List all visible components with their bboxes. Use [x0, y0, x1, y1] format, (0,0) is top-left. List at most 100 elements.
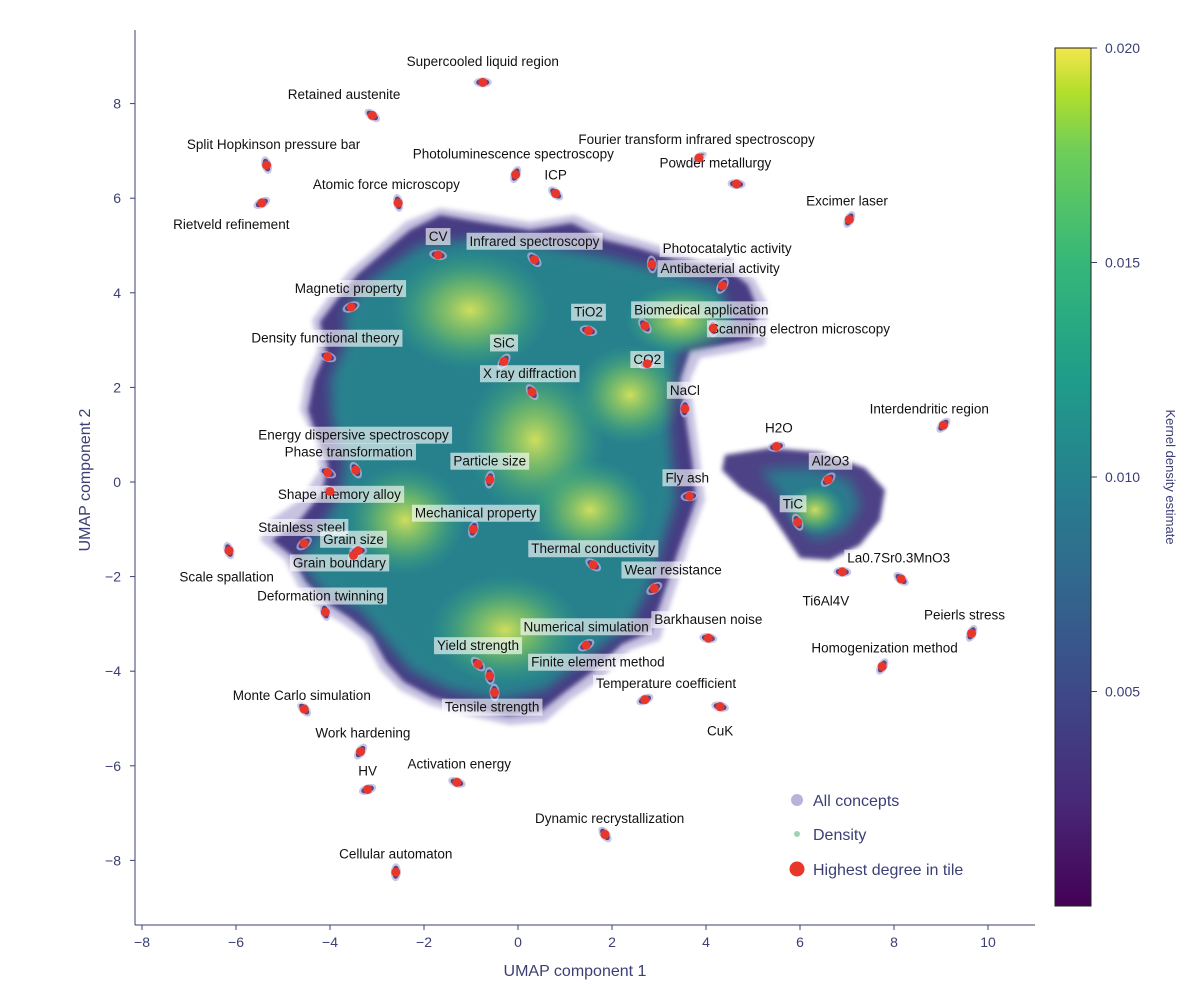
point-label: Peierls stress — [924, 607, 1005, 622]
point-label: Finite element method — [531, 655, 665, 670]
highest-degree-point — [732, 179, 742, 189]
highest-degree-point — [363, 784, 373, 794]
colorbar-ticks: 0.005 0.010 0.015 0.020 — [1091, 40, 1140, 700]
point-label-background — [799, 592, 853, 610]
point-label-background — [309, 176, 464, 194]
point-label: Antibacterial activity — [660, 261, 780, 276]
point-label: HV — [358, 764, 377, 779]
x-tick-label: −4 — [322, 934, 338, 950]
highest-degree-point — [793, 517, 803, 527]
highest-degree-point — [393, 198, 403, 208]
y-tick-label: −8 — [105, 852, 121, 868]
density-peak — [390, 250, 550, 370]
point-label-background — [411, 504, 540, 522]
y-tick-label: −4 — [105, 663, 121, 679]
point-label: Powder metallurgy — [660, 156, 772, 171]
point-label: NaCl — [670, 383, 700, 398]
point-label: Interdendritic region — [870, 402, 989, 417]
density-peak — [575, 345, 685, 445]
highest-degree-point — [600, 829, 610, 839]
point-label-background — [659, 239, 795, 257]
point-label: Split Hopkinson pressure bar — [187, 137, 361, 152]
colorbar-tick-label: 0.015 — [1105, 255, 1140, 271]
point-label: Fourier transform infrared spectroscopy — [578, 132, 815, 147]
point-label-background — [532, 809, 688, 827]
colorbar-title: Kernel density estimate — [1163, 409, 1178, 544]
legend-marker-all-concepts — [791, 794, 803, 806]
point-label: Yield strength — [437, 638, 519, 653]
highest-degree-point — [320, 607, 330, 617]
point-label: Magnetic property — [295, 281, 403, 296]
x-ticks: −8 −6 −4 −2 0 2 4 6 8 10 — [134, 925, 996, 950]
x-axis-title: UMAP component 1 — [504, 963, 647, 980]
highest-degree-point — [433, 250, 443, 260]
highest-degree-point — [640, 321, 650, 331]
highest-degree-point — [391, 867, 401, 877]
point-label-background — [662, 469, 712, 487]
y-tick-label: −2 — [105, 569, 121, 585]
point-label-background — [355, 762, 380, 780]
point-label-background — [248, 329, 403, 347]
x-tick-label: −2 — [416, 934, 432, 950]
highest-degree-point — [837, 567, 847, 577]
colorbar: 0.005 0.010 0.015 0.020 Kernel density esti… — [1054, 40, 1178, 907]
y-tick-label: 2 — [113, 379, 121, 395]
y-tick-label: 0 — [113, 474, 121, 490]
y-tick-label: −6 — [105, 758, 121, 774]
highest-degree-point — [299, 704, 309, 714]
legend-label-highest-degree: Highest degree in tile — [813, 862, 963, 879]
point-label: Ti6Al4V — [802, 593, 849, 608]
y-tick-label: 4 — [113, 285, 121, 301]
legend-label-density: Density — [813, 827, 866, 844]
highest-degree-point — [823, 475, 833, 485]
point-label: Scale spallation — [179, 570, 274, 585]
point-label: Phase transformation — [285, 444, 413, 459]
legend-marker-highest-degree — [789, 861, 805, 877]
point-label: SiC — [493, 335, 515, 350]
point-label-background — [808, 452, 853, 470]
legend-marker-density — [794, 831, 800, 837]
point-label: X ray diffraction — [483, 366, 577, 381]
point-label: Deformation twinning — [257, 589, 384, 604]
point-label-background — [803, 192, 892, 210]
point-label-background — [528, 653, 668, 671]
point-label: Barkhausen noise — [654, 612, 762, 627]
x-tick-label: 4 — [702, 934, 710, 950]
y-tick-label: 8 — [113, 96, 121, 112]
highest-degree-point — [478, 77, 488, 87]
axes: −8 −6 −4 −2 0 2 4 6 8 10 −8 −6 −4 −2 0 2 4 6 8 UMAP compo… — [77, 30, 1035, 980]
highest-degree-point — [224, 546, 234, 556]
point-label: Excimer laser — [806, 194, 888, 209]
point-label: Activation energy — [407, 756, 511, 771]
highest-degree-point — [299, 538, 309, 548]
x-tick-label: −6 — [228, 934, 244, 950]
highest-degree-point — [452, 777, 462, 787]
point-label: ICP — [544, 168, 567, 183]
point-label: Tensile strength — [445, 700, 540, 715]
highest-degree-point — [468, 524, 478, 534]
highest-degree-point — [323, 468, 333, 478]
point-label-background — [336, 845, 456, 863]
point-label: Al2O3 — [812, 454, 850, 469]
point-label: TiO2 — [574, 305, 603, 320]
highest-degree-point — [499, 356, 509, 366]
density-peak — [530, 460, 650, 560]
point-label-background — [466, 232, 603, 250]
point-label-background — [651, 611, 766, 629]
highest-degree-point — [703, 633, 713, 643]
point-label: H2O — [765, 421, 793, 436]
point-label-background — [229, 686, 374, 704]
highest-degree-point — [325, 486, 335, 496]
point-label-background — [520, 618, 652, 636]
point-label-background — [425, 228, 451, 246]
highest-degree-point — [680, 404, 690, 414]
highest-degree-point — [351, 465, 361, 475]
colorbar-tick-label: 0.010 — [1105, 469, 1140, 485]
point-label-background — [920, 606, 1009, 624]
highest-degree-point — [844, 214, 854, 224]
x-tick-label: 8 — [890, 934, 898, 950]
highest-degree-point — [772, 442, 781, 452]
highest-degree-point — [367, 110, 377, 120]
point-label: Photoluminescence spectroscopy — [413, 146, 614, 161]
